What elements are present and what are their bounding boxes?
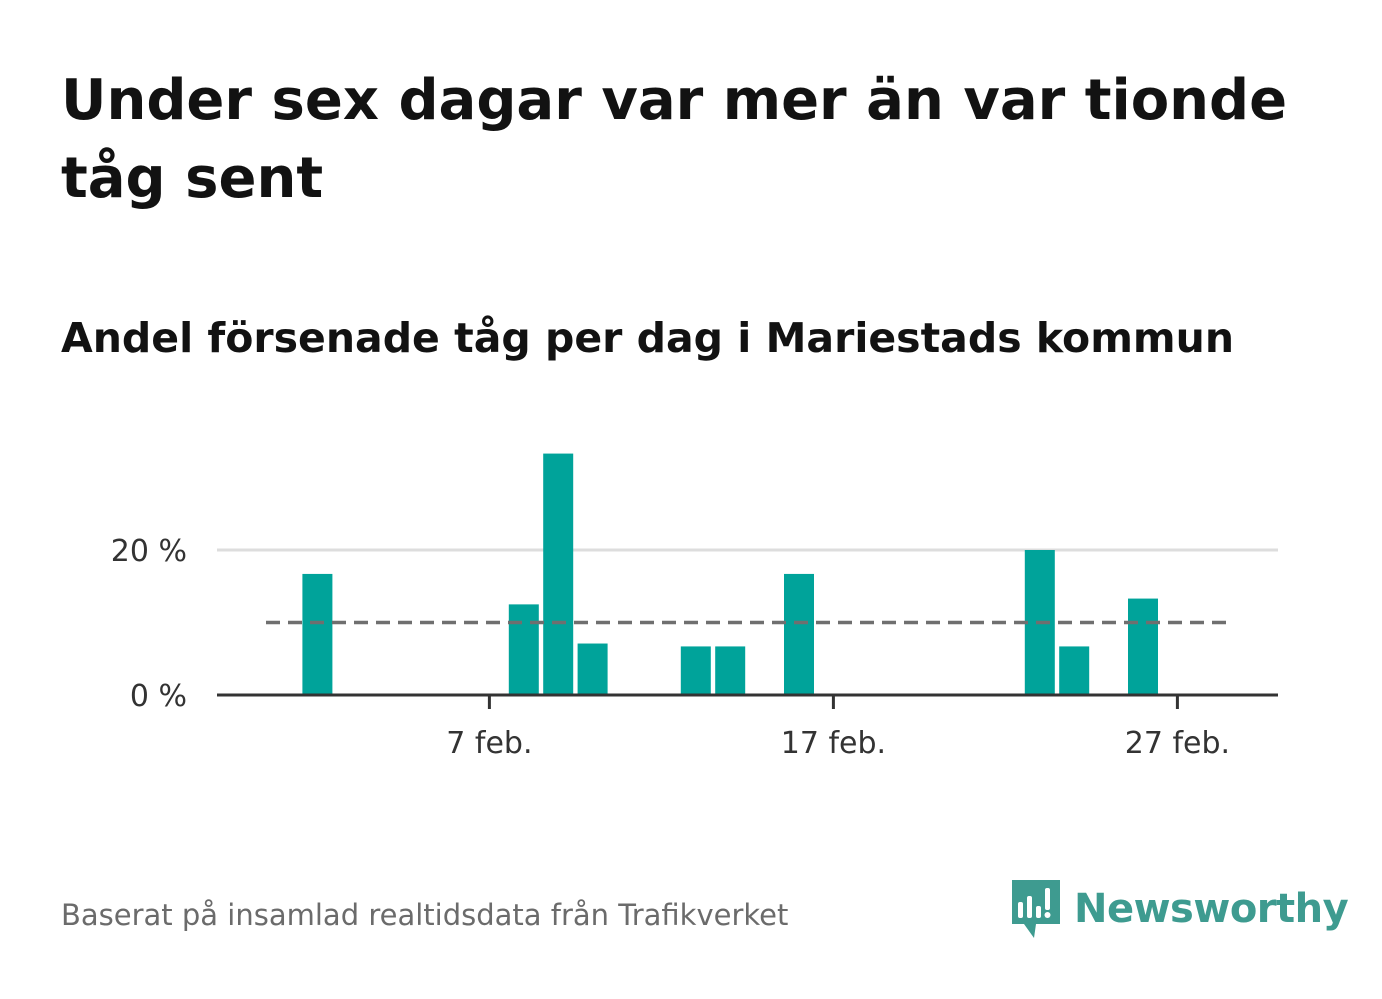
- newsworthy-logo-icon: [1012, 880, 1060, 938]
- bar: [577, 643, 608, 695]
- y-tick-label: 0 %: [130, 679, 187, 714]
- x-tick-label: 7 feb.: [446, 726, 532, 761]
- x-tick-label: 17 feb.: [781, 726, 886, 761]
- bar: [784, 573, 814, 695]
- chart-subtitle: Andel försenade tåg per dag i Mariestads…: [61, 314, 1235, 362]
- y-tick-label: 20 %: [111, 534, 187, 569]
- bar: [508, 604, 539, 695]
- bar: [543, 453, 574, 695]
- logo-text: Newsworthy: [1074, 886, 1349, 932]
- source-note: Baserat på insamlad realtidsdata från Tr…: [61, 898, 789, 932]
- bar: [680, 646, 711, 695]
- chart-title: Under sex dagar var mer än var tionde tå…: [61, 68, 1288, 211]
- bar: [1128, 598, 1158, 695]
- bar: [302, 573, 333, 695]
- x-tick-label: 27 feb.: [1125, 726, 1230, 761]
- bar: [1059, 646, 1090, 695]
- bar: [715, 646, 746, 695]
- newsworthy-logo: Newsworthy: [1010, 878, 1349, 940]
- bar-chart: 0 % 20 % 7 feb. 17 feb. 27 feb.: [111, 453, 1278, 761]
